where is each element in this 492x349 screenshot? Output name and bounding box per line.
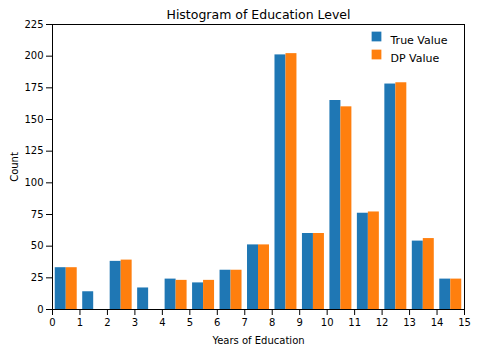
svg-text:25: 25 <box>31 272 44 283</box>
svg-text:7: 7 <box>242 317 248 328</box>
svg-text:14: 14 <box>431 317 444 328</box>
svg-text:1: 1 <box>77 317 83 328</box>
svg-text:50: 50 <box>31 240 44 251</box>
svg-text:10: 10 <box>321 317 334 328</box>
svg-text:True Value: True Value <box>390 34 448 47</box>
svg-text:11: 11 <box>348 317 361 328</box>
svg-text:0: 0 <box>49 317 55 328</box>
svg-text:2: 2 <box>104 317 110 328</box>
svg-text:5: 5 <box>187 317 193 328</box>
svg-text:4: 4 <box>159 317 165 328</box>
svg-text:100: 100 <box>24 177 43 188</box>
svg-text:0: 0 <box>37 304 43 315</box>
svg-text:200: 200 <box>24 50 43 61</box>
svg-text:6: 6 <box>214 317 220 328</box>
svg-text:12: 12 <box>376 317 389 328</box>
svg-text:225: 225 <box>24 19 43 30</box>
svg-text:125: 125 <box>24 145 43 156</box>
svg-text:150: 150 <box>24 114 43 125</box>
svg-text:8: 8 <box>269 317 275 328</box>
svg-text:3: 3 <box>132 317 138 328</box>
svg-text:175: 175 <box>24 82 43 93</box>
svg-text:DP Value: DP Value <box>391 52 440 65</box>
svg-text:Years of Education: Years of Education <box>211 335 304 346</box>
svg-text:Histogram of Education Level: Histogram of Education Level <box>166 7 350 22</box>
svg-text:Count: Count <box>9 152 20 182</box>
svg-text:75: 75 <box>31 209 44 220</box>
svg-text:9: 9 <box>297 317 303 328</box>
svg-text:15: 15 <box>458 317 471 328</box>
svg-text:13: 13 <box>403 317 416 328</box>
